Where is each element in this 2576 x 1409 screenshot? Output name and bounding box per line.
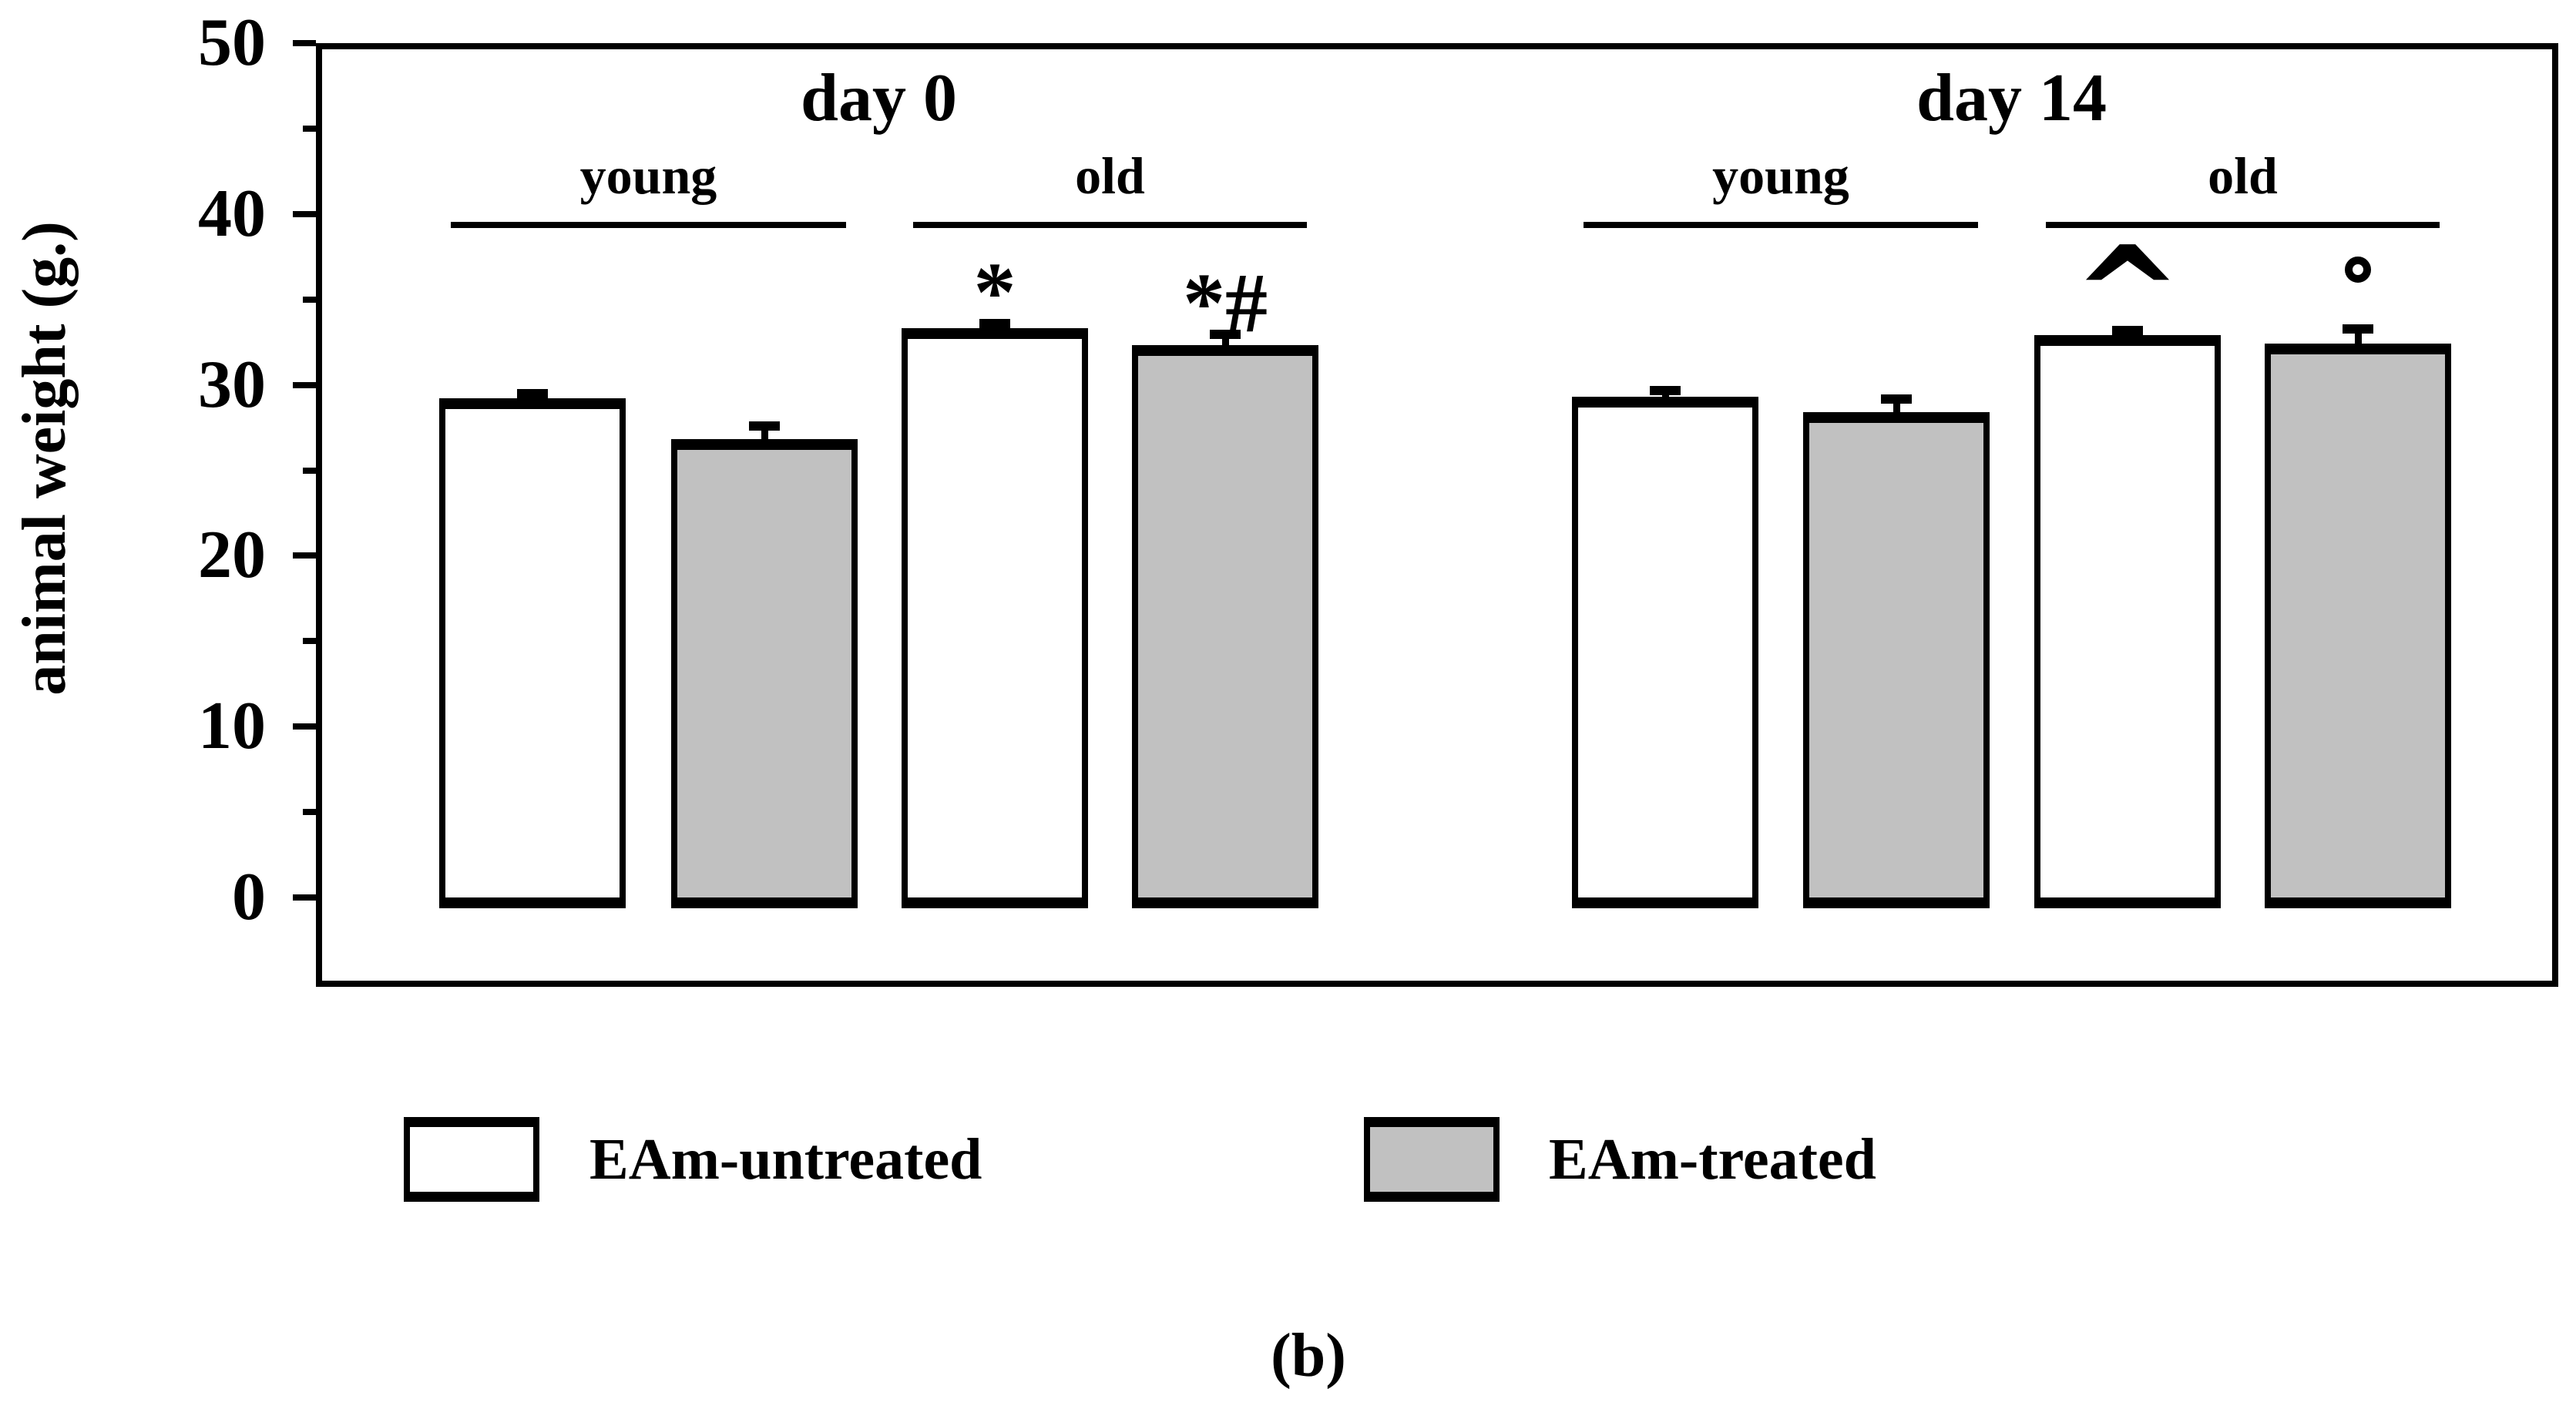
significance-symbol: * [973,245,1016,340]
legend-label-untreated: EAm-untreated [589,1127,982,1192]
group-title: day 14 [1916,61,2107,136]
bar-day0-old-EAm-untreated [902,328,1088,908]
subgroup-label: old [1075,146,1145,205]
y-axis-minor-tick [303,638,316,645]
y-axis-tick-label: 40 [198,176,266,251]
figure-caption: (b) [1271,1322,1346,1390]
bar-day14-young-EAm-treated [1803,411,1990,908]
y-axis-major-tick [293,723,316,730]
error-bar-cap [979,319,1010,329]
y-axis-minor-tick [303,809,316,816]
bar-day14-old-EAm-untreated [2034,334,2221,908]
subgroup-label: young [1712,146,1849,205]
subgroup-underline [913,222,1307,228]
error-bar-cap [749,421,780,431]
error-bar-cap [517,389,548,399]
error-bar-stem [2124,335,2131,341]
subgroup-label: old [2208,146,2278,205]
bar-day0-old-EAm-treated [1132,345,1318,908]
error-bar-stem [1893,403,1900,418]
subgroup-underline [451,222,846,228]
error-bar-stem [991,328,999,334]
y-axis-major-tick [293,894,316,901]
bar-day0-young-EAm-untreated [439,398,626,908]
y-axis-minor-tick [303,467,316,474]
significance-symbol: ^ [2072,219,2183,372]
subgroup-underline [1584,222,1978,228]
y-axis-minor-tick [303,125,316,132]
error-bar-stem [1661,394,1669,402]
legend-label-treated: EAm-treated [1549,1127,1876,1192]
error-bar-cap [1210,329,1241,339]
error-bar-stem [761,431,768,445]
plot-frame [316,43,2558,987]
error-bar-cap [1881,394,1912,404]
legend-swatch-treated [1364,1117,1500,1202]
error-bar-stem [1221,338,1229,351]
subgroup-underline [2046,222,2440,228]
y-axis-tick-label: 0 [232,860,266,934]
y-axis-tick-label: 50 [198,5,266,80]
y-axis-major-tick [293,210,316,217]
error-bar-cap [1650,385,1681,395]
y-axis-tick-label: 20 [198,518,266,593]
error-bar-cap [2343,324,2373,334]
legend-swatch-untreated [404,1117,539,1202]
bar-day14-old-EAm-treated [2265,344,2451,908]
error-bar-stem [2354,334,2362,349]
group-title: day 0 [801,61,957,136]
y-axis-minor-tick [303,296,316,303]
significance-ring-symbol [2345,257,2371,283]
subgroup-label: young [579,146,717,205]
y-axis-major-tick [293,381,316,388]
bar-day14-young-EAm-untreated [1572,396,1758,908]
y-axis-tick-label: 10 [198,689,266,764]
error-bar-cap [2112,326,2143,336]
y-axis-tick-label: 30 [198,347,266,422]
bar-day0-young-EAm-treated [671,439,858,908]
significance-symbol: *# [1183,255,1268,350]
y-axis-major-tick [293,552,316,559]
error-bar-stem [529,398,536,404]
y-axis-major-tick [293,40,316,46]
